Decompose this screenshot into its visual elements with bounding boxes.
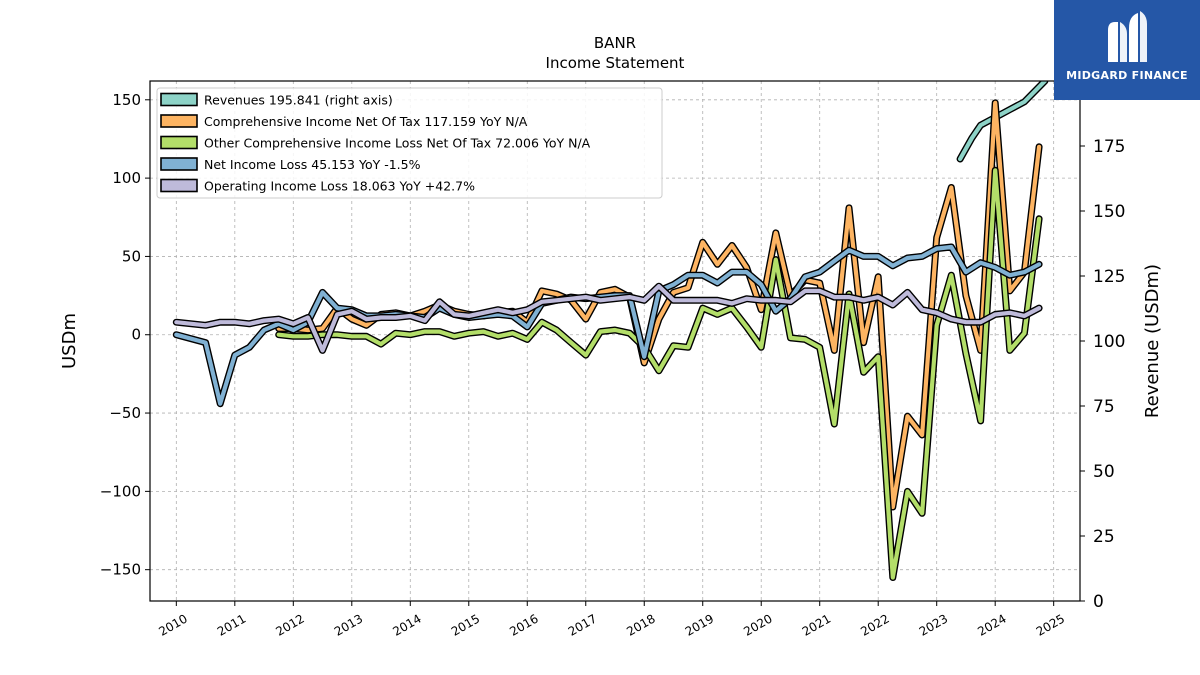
legend-swatch xyxy=(160,114,198,128)
legend-swatch xyxy=(160,92,198,107)
logo-text: MIDGARD FINANCE xyxy=(1066,69,1188,82)
legend-box xyxy=(156,87,663,199)
legend-swatch xyxy=(160,178,198,193)
legend: Revenues 195.841 (right axis) Comprehensi… xyxy=(156,87,663,199)
y-right-tick-label: 25 xyxy=(1093,527,1115,547)
legend-label: Revenues 195.841 (right axis) xyxy=(204,93,393,108)
y-right-tick-label: 175 xyxy=(1093,137,1125,157)
y-left-tick-label: −100 xyxy=(100,482,141,500)
y-right-tick-label: 100 xyxy=(1093,332,1125,352)
legend-swatch xyxy=(160,135,198,150)
y-left-tick-label: −150 xyxy=(100,561,141,579)
series-line-operating-income-loss xyxy=(174,284,1042,353)
y-right-tick-label: 150 xyxy=(1093,202,1125,222)
y-right-tick-label: 75 xyxy=(1093,397,1115,417)
chart-title: BANR xyxy=(594,34,636,52)
legend-label: Other Comprehensive Income Loss Net Of T… xyxy=(204,136,591,151)
legend-label: Comprehensive Income Net Of Tax 117.159 … xyxy=(204,114,528,129)
y-right-tick-label: 0 xyxy=(1093,592,1104,612)
legend-swatch xyxy=(160,157,198,171)
y-right-tick-label: 125 xyxy=(1093,267,1125,287)
midgard-finance-logo: MIDGARD FINANCE xyxy=(1054,0,1200,100)
y-axis-right-label: Revenue (USDm) xyxy=(1142,264,1163,418)
y-left-tick-label: 100 xyxy=(112,169,141,187)
y-left-tick-label: 0 xyxy=(131,326,141,344)
y-left-tick-label: −50 xyxy=(109,404,141,422)
y-left-tick-label: 150 xyxy=(112,91,141,109)
series-line-other-comprehensive-income-loss-net-of-tax xyxy=(276,168,1042,580)
legend-label: Net Income Loss 45.153 YoY -1.5% xyxy=(204,157,421,172)
y-axis-left: 150 100 50 0 −50 −100 −150 xyxy=(100,91,150,579)
legend-label: Operating Income Loss 18.063 YoY +42.7% xyxy=(204,179,475,194)
y-right-tick-label: 50 xyxy=(1093,462,1115,482)
y-axis-left-label: USDm xyxy=(59,313,80,369)
y-axis-right: 0 25 50 75 100 125 150 175 xyxy=(1080,137,1125,612)
plot-area xyxy=(172,81,1049,581)
midgard-finance-logo-icon xyxy=(1108,11,1147,62)
y-left-tick-label: 50 xyxy=(122,247,141,265)
chart-subtitle: Income Statement xyxy=(546,54,685,72)
